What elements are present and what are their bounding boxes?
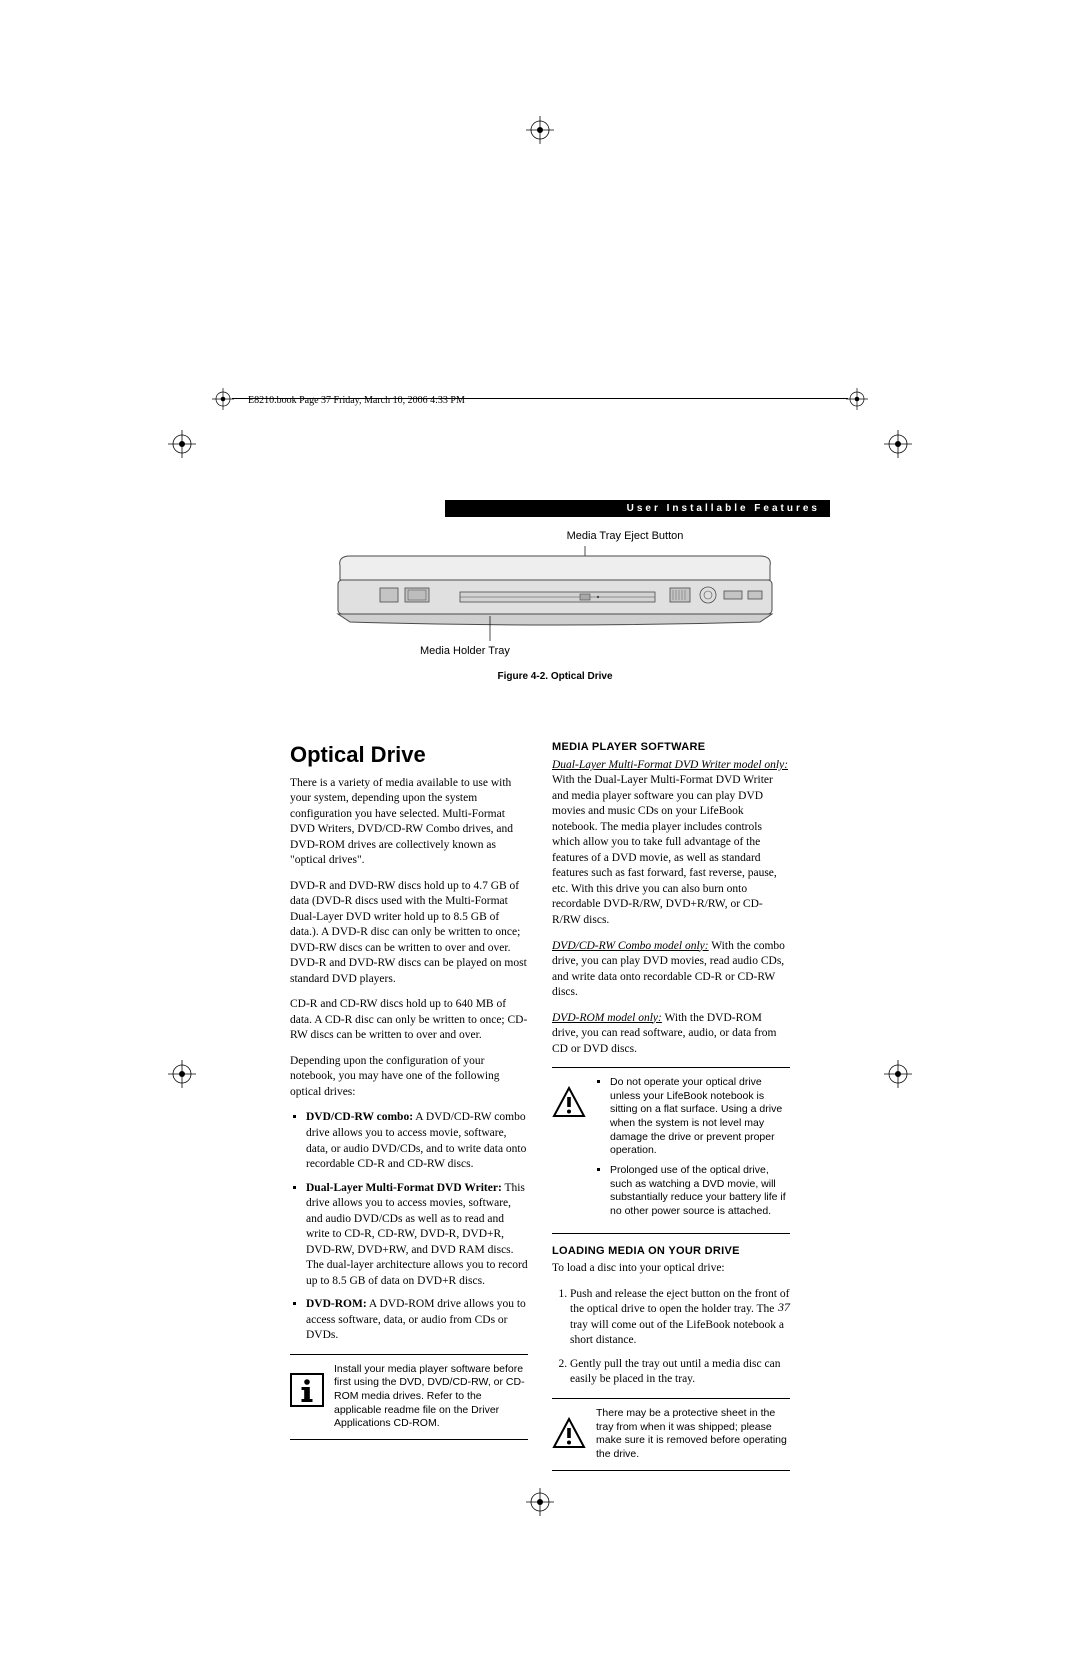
section-bar: User Installable Features xyxy=(445,500,830,517)
note-text: Install your media player software befor… xyxy=(334,1363,528,1431)
page-number: 37 xyxy=(778,1300,790,1315)
list-item: Do not operate your optical drive unless… xyxy=(610,1076,790,1158)
note-text: Do not operate your optical drive unless… xyxy=(596,1076,790,1224)
caution-note: Do not operate your optical drive unless… xyxy=(552,1067,790,1233)
drive-list: DVD/CD-RW combo: A DVD/CD-RW combo drive… xyxy=(290,1110,528,1343)
note-text: There may be a protective sheet in the t… xyxy=(596,1407,790,1462)
body-text: CD-R and CD-RW discs hold up to 640 MB o… xyxy=(290,997,528,1044)
caution-note: There may be a protective sheet in the t… xyxy=(552,1398,790,1471)
info-note: Install your media player software befor… xyxy=(290,1354,528,1440)
crop-mark-icon xyxy=(168,1060,196,1088)
right-column: MEDIA PLAYER SOFTWARE Dual-Layer Multi-F… xyxy=(552,740,790,1369)
content-columns: Optical Drive There is a variety of medi… xyxy=(290,740,790,1369)
crop-mark-icon xyxy=(526,116,554,144)
body-text: There is a variety of media available to… xyxy=(290,776,528,869)
crop-mark-icon xyxy=(846,388,868,410)
figure-label-top: Media Tray Eject Button xyxy=(320,530,790,542)
caution-icon xyxy=(552,1076,586,1125)
caution-icon xyxy=(552,1407,586,1456)
crop-mark-icon xyxy=(884,1060,912,1088)
figure-caption: Figure 4-2. Optical Drive xyxy=(320,671,790,682)
list-item: Gently pull the tray out until a media d… xyxy=(570,1357,790,1388)
info-icon xyxy=(290,1363,324,1412)
body-text: DVD-R and DVD-RW discs hold up to 4.7 GB… xyxy=(290,879,528,988)
crop-mark-icon xyxy=(212,388,234,410)
list-item: DVD-ROM: A DVD-ROM drive allows you to a… xyxy=(306,1297,528,1344)
body-text: DVD/CD-RW Combo model only: With the com… xyxy=(552,939,790,1001)
crop-mark-icon xyxy=(168,430,196,458)
crop-mark-icon xyxy=(526,1488,554,1516)
body-text: To load a disc into your optical drive: xyxy=(552,1261,790,1277)
list-item: Prolonged use of the optical drive, such… xyxy=(610,1164,790,1219)
body-text: Depending upon the configuration of your… xyxy=(290,1054,528,1101)
list-item: Push and release the eject button on the… xyxy=(570,1287,790,1349)
body-text: Dual-Layer Multi-Format DVD Writer model… xyxy=(552,758,790,929)
list-item: DVD/CD-RW combo: A DVD/CD-RW combo drive… xyxy=(306,1110,528,1172)
book-header: E8210.book Page 37 Friday, March 10, 200… xyxy=(248,395,465,406)
heading: LOADING MEDIA ON YOUR DRIVE xyxy=(552,1244,790,1259)
figure-label-bottom: Media Holder Tray xyxy=(320,645,790,657)
step-list: Push and release the eject button on the… xyxy=(552,1287,790,1388)
page-title: Optical Drive xyxy=(290,740,528,770)
list-item: Dual-Layer Multi-Format DVD Writer: This… xyxy=(306,1181,528,1290)
body-text: DVD-ROM model only: With the DVD-ROM dri… xyxy=(552,1011,790,1058)
figure-optical-drive: Media Tray Eject Button xyxy=(320,530,790,682)
document-page: E8210.book Page 37 Friday, March 10, 200… xyxy=(0,0,1080,1669)
left-column: Optical Drive There is a variety of medi… xyxy=(290,740,528,1369)
heading: MEDIA PLAYER SOFTWARE xyxy=(552,740,790,755)
crop-mark-icon xyxy=(884,430,912,458)
laptop-side-icon xyxy=(320,546,790,641)
